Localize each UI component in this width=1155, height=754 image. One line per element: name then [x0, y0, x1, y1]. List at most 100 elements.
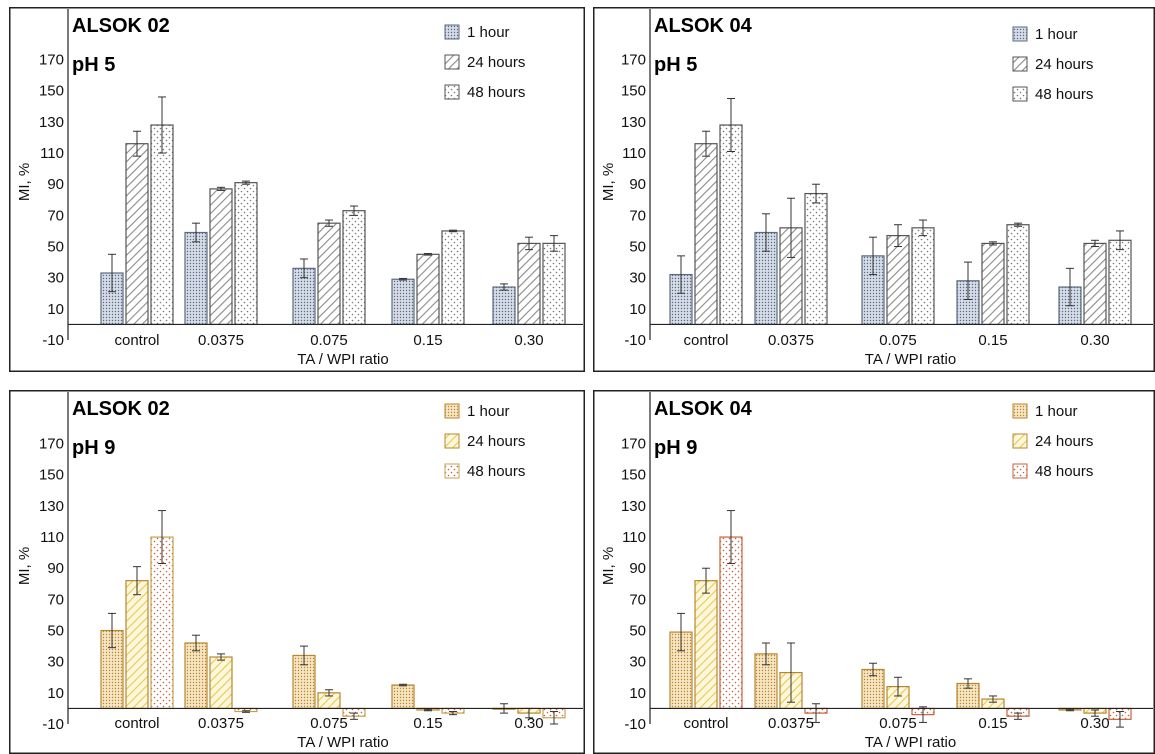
error-bar-1-hour-control	[108, 253, 116, 293]
y-tick-label: 90	[47, 560, 64, 577]
y-tick-label: 110	[622, 145, 646, 162]
bar-48-hours-0-0375	[234, 182, 258, 326]
x-tick-label: 0.30	[1080, 715, 1109, 732]
error-bar-24-hours-0-075	[325, 689, 333, 697]
x-tick-label: 0.15	[978, 715, 1007, 732]
y-tick-label: 70	[629, 591, 646, 608]
chart-svg: -10 10 30 50 70 90 110 130 150 170 MI, % control 0.0…	[9, 7, 585, 372]
error-bar-24-hours-0-0375	[787, 197, 795, 258]
bar-1-hour-0-15	[391, 684, 415, 710]
legend-entry-24-hours: 24 hours	[1035, 56, 1093, 73]
y-tick-label: 170	[39, 52, 64, 69]
bar-24-hours-control	[125, 143, 149, 326]
y-tick-label: 90	[629, 176, 646, 193]
x-tick-label: 0.075	[879, 715, 917, 732]
legend-entry-24-hours: 24 hours	[467, 433, 525, 450]
legend-swatch-48-hours	[1012, 86, 1028, 102]
bar-24-hours-0-30	[1083, 242, 1107, 326]
chart-subtitle: pH 9	[654, 437, 697, 459]
y-axis-label: MI, %	[16, 163, 33, 201]
error-bar-1-hour-0-075	[300, 645, 308, 666]
error-bar-24-hours-0-30	[525, 236, 533, 251]
y-tick-label: 110	[40, 529, 64, 546]
error-bar-48-hours-0-0375	[242, 180, 250, 185]
panel-alsok04-ph5: -10 10 30 50 70 90 110 130 150 170 MI, % control 0.0…	[593, 7, 1155, 372]
y-tick-label: -10	[624, 332, 646, 349]
error-bar-48-hours-0-15	[449, 711, 457, 716]
x-tick-label: 0.15	[978, 332, 1007, 349]
bar-48-hours-0-30	[542, 242, 566, 326]
chart-title: ALSOK 04	[654, 398, 753, 420]
error-bar-24-hours-0-15	[989, 241, 997, 246]
legend-swatch-48-hours	[1012, 463, 1028, 479]
error-bar-48-hours-0-15	[1014, 712, 1022, 720]
y-axis-label: MI, %	[600, 547, 617, 585]
error-bar-24-hours-0-15	[424, 708, 432, 712]
y-tick-label: 50	[629, 239, 646, 256]
x-tick-label: 0.0375	[768, 715, 814, 732]
error-bar-48-hours-0-30	[1116, 230, 1124, 251]
y-axis-label: MI, %	[16, 547, 33, 585]
error-bar-24-hours-0-0375	[217, 653, 225, 661]
error-bar-1-hour-0-15	[964, 678, 972, 689]
y-tick-label: 30	[629, 270, 646, 287]
bar-24-hours-control	[694, 580, 718, 710]
legend-entry-48-hours: 48 hours	[1035, 86, 1093, 103]
error-bar-24-hours-0-0375	[217, 186, 225, 191]
x-tick-label: control	[114, 332, 159, 349]
bar-48-hours-0-30	[1108, 239, 1132, 326]
error-bar-1-hour-control	[108, 612, 116, 649]
bar-24-hours-0-15	[981, 242, 1005, 326]
error-bar-48-hours-0-15	[1014, 222, 1022, 227]
y-tick-label: 170	[39, 436, 64, 453]
legend-entry-1-hour: 1 hour	[467, 403, 510, 420]
x-tick-label: 0.30	[514, 332, 543, 349]
error-bar-1-hour-0-075	[300, 258, 308, 279]
chart-subtitle: pH 5	[72, 54, 115, 76]
y-tick-label: 50	[47, 239, 64, 256]
panel-border	[593, 390, 1155, 754]
y-tick-label: 150	[621, 83, 646, 100]
legend-entry-1-hour: 1 hour	[467, 24, 510, 41]
y-tick-label: 90	[47, 176, 64, 193]
legend-entry-48-hours: 48 hours	[1035, 463, 1093, 480]
y-tick-label: 170	[621, 436, 646, 453]
error-bar-48-hours-0-30	[550, 235, 558, 252]
bar-24-hours-0-0375	[209, 656, 233, 710]
error-bar-48-hours-0-15	[449, 229, 457, 233]
error-bar-24-hours-0-15	[989, 695, 997, 703]
legend-swatch-1-hour	[444, 24, 460, 40]
error-bar-1-hour-control	[677, 612, 685, 652]
error-bar-48-hours-control	[158, 96, 166, 154]
y-tick-label: 130	[621, 114, 646, 131]
panel-alsok02-ph9: -10 10 30 50 70 90 110 130 150 170 MI, % control 0.0…	[9, 390, 585, 754]
error-bar-24-hours-0-30	[1091, 709, 1099, 717]
y-tick-label: 130	[621, 498, 646, 515]
error-bar-1-hour-0-30	[1066, 267, 1074, 307]
y-tick-label: 150	[621, 467, 646, 484]
bar-24-hours-0-0375	[209, 188, 233, 326]
bar-24-hours-0-075	[317, 222, 341, 326]
y-tick-label: 70	[47, 591, 64, 608]
error-bar-1-hour-0-0375	[192, 222, 200, 243]
legend-entry-48-hours: 48 hours	[467, 463, 525, 480]
error-bar-24-hours-0-075	[325, 219, 333, 227]
error-bar-1-hour-0-075	[869, 236, 877, 276]
legend: 1 hour 24 hours 48 hours	[444, 24, 525, 101]
bar-48-hours-0-0375	[804, 192, 828, 326]
error-bar-48-hours-control	[158, 510, 166, 565]
error-bar-1-hour-0-30	[500, 283, 508, 291]
y-tick-label: 150	[39, 83, 64, 100]
error-bar-24-hours-0-15	[424, 253, 432, 256]
y-tick-label: 10	[47, 301, 64, 318]
y-axis-label: MI, %	[600, 163, 617, 201]
error-bar-48-hours-0-075	[919, 219, 927, 237]
y-tick-label: -10	[42, 332, 64, 349]
bar-1-hour-0-0375	[184, 642, 208, 710]
error-bar-1-hour-0-30	[1066, 708, 1074, 712]
y-tick-label: 10	[629, 301, 646, 318]
x-tick-label: 0.15	[413, 715, 442, 732]
x-tick-label: 0.30	[1080, 332, 1109, 349]
legend-swatch-1-hour	[1012, 26, 1028, 42]
x-axis-label: TA / WPI ratio	[865, 734, 956, 751]
